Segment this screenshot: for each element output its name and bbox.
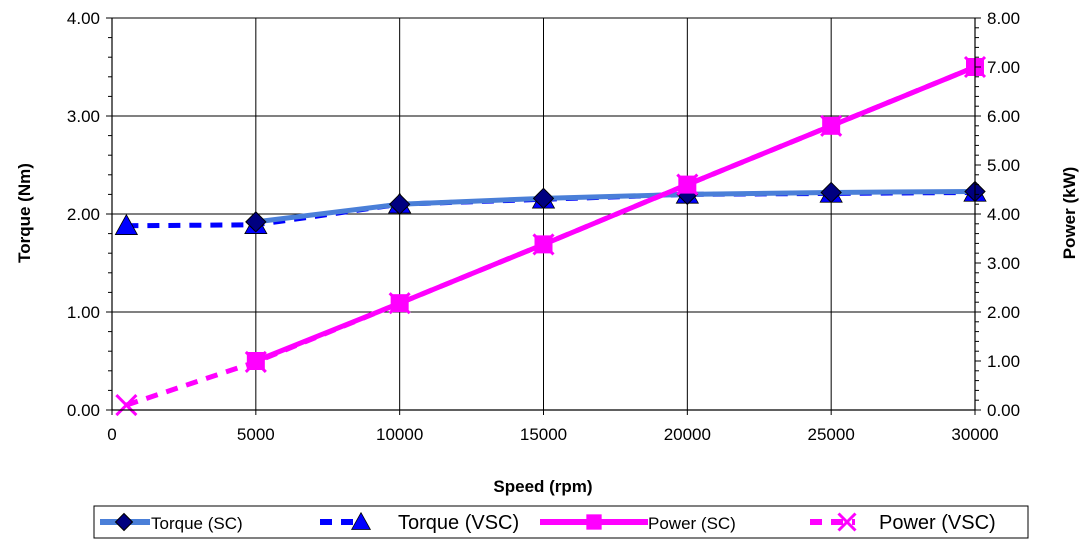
x-tick-label: 30000 (951, 425, 998, 444)
legend-label-torque-sc: Torque (SC) (151, 514, 243, 533)
legend-marker-torque-vsc (350, 511, 372, 530)
series-line-torque-sc (255, 188, 976, 225)
y-tick-label: 4.00 (67, 9, 100, 28)
legend: Torque (SC) Torque (VSC) Power (SC) Power (… (93, 505, 1029, 539)
legend-label-torque-vsc: Torque (VSC) (398, 512, 519, 534)
y-axis-title: Torque (Nm) (15, 163, 34, 263)
series-line-power-sc (254, 64, 976, 364)
x-tick-label: 0 (107, 425, 116, 444)
data-point-torque-sc (820, 181, 842, 204)
data-point-power-sc (534, 235, 553, 254)
x-marker-stroke (837, 512, 857, 532)
y2-tick-label: 0.00 (987, 401, 1020, 420)
tick-labels: 0 5000 10000 15000 20000 25000 30000 0.00 1.00 2.… (67, 9, 1020, 444)
legend-marker-power-vsc (837, 512, 857, 532)
data-point-torque-sc (388, 193, 411, 215)
data-point-torque-sc (532, 187, 555, 210)
data-point-power-sc (822, 116, 841, 135)
x-axis-title: Speed (rpm) (493, 477, 592, 496)
y-tick-label: 0.00 (67, 401, 100, 420)
y-tick-label: 2.00 (67, 205, 100, 224)
data-point-power-sc (246, 352, 265, 370)
legend-label-power-sc: Power (SC) (648, 514, 736, 533)
data-point-power-vsc (115, 394, 138, 417)
y2-tick-label: 5.00 (987, 156, 1020, 175)
x-tick-label: 10000 (376, 425, 423, 444)
y2-tick-label: 6.00 (987, 107, 1020, 126)
legend-label-power-vsc: Power (VSC) (879, 512, 996, 534)
y2-tick-label: 4.00 (987, 205, 1020, 224)
y-tick-label: 1.00 (67, 303, 100, 322)
x-tick-label: 5000 (237, 425, 275, 444)
y2-tick-label: 8.00 (987, 9, 1020, 28)
data-point-torque-vsc (114, 213, 139, 235)
data-point-torque-sc (245, 211, 267, 233)
legend-marker-torque-sc (114, 512, 134, 532)
y2-tick-label: 2.00 (987, 303, 1020, 322)
x-tick-label: 20000 (664, 425, 711, 444)
x-marker-stroke (115, 394, 138, 417)
x-tick-label: 25000 (808, 425, 855, 444)
y2-tick-label: 7.00 (987, 58, 1020, 77)
grid (111, 17, 976, 411)
series-layer (114, 55, 987, 417)
legend-marker-power-sc (586, 514, 602, 530)
axes (106, 17, 981, 415)
y2-axis-title: Power (kW) (1060, 167, 1079, 260)
y2-tick-label: 3.00 (987, 254, 1020, 273)
data-point-power-sc (390, 294, 409, 313)
y2-tick-label: 1.00 (987, 352, 1020, 371)
data-point-power-sc (678, 175, 697, 194)
y-tick-label: 3.00 (67, 107, 100, 126)
x-tick-label: 15000 (520, 425, 567, 444)
